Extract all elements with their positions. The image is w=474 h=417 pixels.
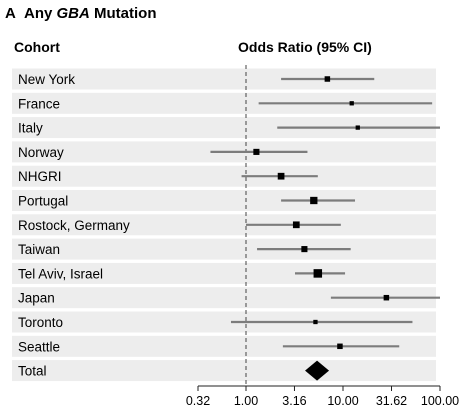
point-estimate-marker [253,148,260,155]
row-stripe [12,287,436,309]
cohort-row: Portugal [18,194,356,209]
cohort-row: New York [18,72,375,87]
row-stripe [12,238,436,260]
row-stripe [12,214,436,236]
panel-title: Any GBA Mutation [24,5,157,22]
cohort-row: Rostock, Germany [18,218,341,233]
x-tick-label: 100.00 [421,394,459,408]
odds-ratio-header: Odds Ratio (95% CI) [238,39,372,55]
point-estimate-marker [337,343,343,350]
panel-title-gene: GBA [57,5,90,22]
cohort-label: Seattle [18,339,60,354]
cohort-rows: New York France Italy Norway NHGRI Portugal Ro… [18,72,440,381]
panel-letter: A [5,5,16,22]
cohort-label: France [18,96,60,111]
x-axis: 0.32 1.00 3.16 10.00 31.62 100.00 [186,385,459,408]
point-estimate-marker [277,172,285,180]
row-stripe [12,190,436,211]
row-stripe [12,117,436,139]
point-estimate-marker [301,246,308,253]
x-tick-label: 1.00 [234,394,258,408]
cohort-header: Cohort [14,39,60,55]
row-stripe [12,92,436,114]
panel-title-prefix: Any [24,5,57,22]
point-estimate-marker [313,269,323,278]
row-stripe [12,165,436,187]
cohort-row: Japan [18,291,440,306]
cohort-row: France [18,96,433,111]
panel-title-suffix: Mutation [90,5,157,22]
total-row: Total [18,360,330,381]
point-estimate-marker [355,125,360,130]
cohort-label: Tel Aviv, Israel [18,266,103,281]
row-stripe [12,311,436,333]
row-stripe [12,335,436,357]
cohort-label: Norway [18,145,64,160]
cohort-label: Portugal [18,194,68,209]
cohort-label: Rostock, Germany [18,218,130,233]
cohort-row: Italy [18,121,440,136]
x-tick-label: 3.16 [282,394,306,408]
cohort-label: Italy [18,121,43,136]
cohort-row: Toronto [18,315,413,330]
cohort-label: Taiwan [18,242,60,257]
cohort-label: Toronto [18,315,63,330]
cohort-label: New York [18,72,75,87]
x-tick-label: 31.62 [376,394,407,408]
row-stripe [12,262,436,284]
cohort-row: NHGRI [18,169,318,184]
x-tick-label: 10.00 [327,394,358,408]
point-estimate-marker [349,101,354,106]
total-label: Total [18,364,47,379]
point-estimate-marker [383,294,390,301]
cohort-row: Norway [18,145,308,160]
cohort-label: NHGRI [18,169,62,184]
cohort-row: Tel Aviv, Israel [18,266,346,281]
x-tick-label: 0.32 [186,394,210,408]
point-estimate-marker [292,221,300,229]
cohort-row: Taiwan [18,242,351,257]
row-stripe [12,360,436,382]
row-stripe [12,68,436,90]
point-estimate-marker [310,196,318,205]
cohort-row: Seattle [18,339,400,354]
point-estimate-marker [324,76,331,82]
total-diamond [305,360,330,381]
point-estimate-marker [313,319,318,325]
cohort-label: Japan [18,291,55,306]
